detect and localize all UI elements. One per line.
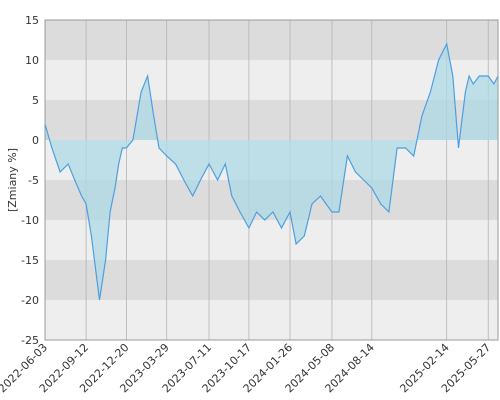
x-tick-labels: 2022-06-032022-09-122022-12-202023-03-29…: [0, 341, 493, 395]
background-band: [45, 220, 498, 260]
y-tick-label: 5: [32, 94, 39, 107]
series-area: [45, 44, 498, 300]
plot-frame: [44, 19, 499, 341]
background-band: [45, 20, 498, 60]
background-band: [45, 260, 498, 300]
series-line: [44, 42, 499, 301]
y-axis-title: [Zmiany %]: [6, 148, 19, 212]
y-tick-label: 10: [25, 54, 39, 67]
y-tick-label: 0: [32, 134, 39, 147]
y-tick-label: -25: [21, 334, 39, 347]
y-tick-label: -10: [21, 214, 39, 227]
y-tick-labels: 15 10 5 0 -5 -10 -15 -20 -25: [21, 14, 39, 347]
y-tick-label: -5: [28, 174, 39, 187]
y-tick-label: 15: [25, 14, 39, 27]
background-band: [45, 60, 498, 100]
background-band: [45, 300, 498, 340]
y-tick-label: -20: [21, 294, 39, 307]
y-tick-label: -15: [21, 254, 39, 267]
